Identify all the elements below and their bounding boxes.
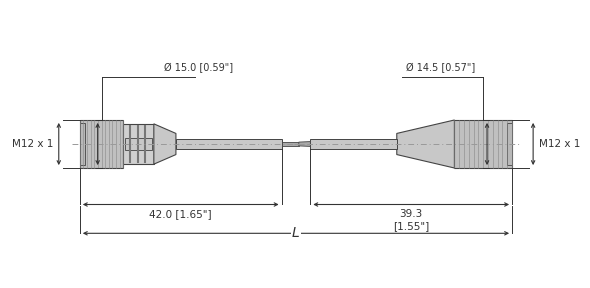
Polygon shape	[397, 120, 454, 168]
Text: Ø 14.5 [0.57"]: Ø 14.5 [0.57"]	[407, 63, 476, 73]
Bar	[176, 139, 281, 149]
Bar	[281, 142, 299, 146]
Text: M12 x 1: M12 x 1	[539, 139, 581, 149]
Text: 42.0 [1.65"]: 42.0 [1.65"]	[149, 209, 212, 219]
Bar	[80, 123, 85, 165]
Bar	[80, 120, 123, 168]
Bar	[310, 139, 397, 149]
Text: Ø 15.0 [0.59"]: Ø 15.0 [0.59"]	[165, 63, 234, 73]
Bar	[454, 120, 512, 168]
Text: L: L	[292, 226, 300, 240]
Bar	[123, 124, 154, 164]
Polygon shape	[299, 142, 310, 146]
Polygon shape	[154, 124, 176, 164]
Text: 39.3
[1.55"]: 39.3 [1.55"]	[393, 209, 430, 231]
Bar	[507, 123, 512, 165]
Bar	[125, 138, 152, 150]
Text: M12 x 1: M12 x 1	[12, 139, 53, 149]
